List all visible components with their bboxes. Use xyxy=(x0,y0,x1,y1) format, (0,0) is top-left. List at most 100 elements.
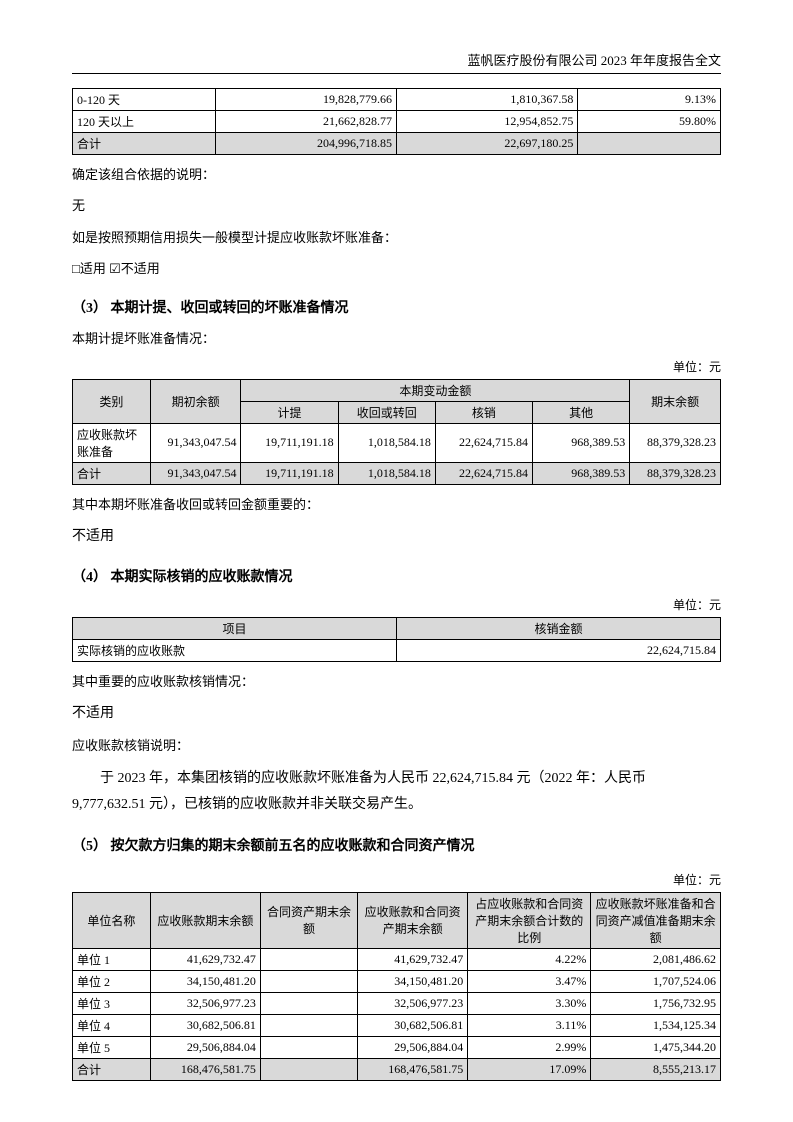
t2-c: 1,018,584.18 xyxy=(338,462,435,484)
t3-c: 22,624,715.84 xyxy=(397,639,721,661)
t2-c: 1,018,584.18 xyxy=(338,423,435,462)
t3-h: 项目 xyxy=(73,617,397,639)
t4-c xyxy=(260,1036,357,1058)
t4-h: 应收账款和合同资产期末余额 xyxy=(358,892,468,948)
t4-c: 2.99% xyxy=(468,1036,591,1058)
text: 其中重要的应收账款核销情况： xyxy=(72,670,721,693)
table-top5: 单位名称 应收账款期末余额 合同资产期末余额 应收账款和合同资产期末余额 占应收… xyxy=(72,892,721,1081)
t2-h: 收回或转回 xyxy=(338,401,435,423)
t4-c: 8,555,213.17 xyxy=(591,1058,721,1080)
text: 无 xyxy=(72,194,721,217)
t2-c: 22,624,715.84 xyxy=(435,423,532,462)
text: 不适用 xyxy=(72,524,721,549)
t4-c: 29,506,884.04 xyxy=(150,1036,260,1058)
t4-c: 30,682,506.81 xyxy=(150,1014,260,1036)
t1-c: 21,662,828.77 xyxy=(215,111,396,133)
text: 其中本期坏账准备收回或转回金额重要的： xyxy=(72,493,721,516)
t3-h: 核销金额 xyxy=(397,617,721,639)
t2-c: 88,379,328.23 xyxy=(630,462,721,484)
t4-h: 单位名称 xyxy=(73,892,151,948)
t2-h: 期末余额 xyxy=(630,379,721,423)
t1-c: 204,996,718.85 xyxy=(215,133,396,155)
t1-c: 22,697,180.25 xyxy=(396,133,577,155)
t2-h: 计提 xyxy=(241,401,338,423)
text: 确定该组合依据的说明： xyxy=(72,163,721,186)
t2-h: 其他 xyxy=(533,401,630,423)
t4-c: 3.11% xyxy=(468,1014,591,1036)
t4-h: 应收账款期末余额 xyxy=(150,892,260,948)
unit-label: 单位：元 xyxy=(72,596,721,613)
t1-c: 0-120 天 xyxy=(73,89,216,111)
t2-h: 期初余额 xyxy=(150,379,241,423)
t2-c: 91,343,047.54 xyxy=(150,462,241,484)
t4-c: 168,476,581.75 xyxy=(358,1058,468,1080)
t4-h: 应收账款坏账准备和合同资产减值准备期末余额 xyxy=(591,892,721,948)
t4-c: 32,506,977.23 xyxy=(150,992,260,1014)
t4-c: 1,756,732.95 xyxy=(591,992,721,1014)
t4-c: 32,506,977.23 xyxy=(358,992,468,1014)
t4-h: 合同资产期末余额 xyxy=(260,892,357,948)
unit-label: 单位：元 xyxy=(72,358,721,375)
t1-c: 9.13% xyxy=(578,89,721,111)
t2-c: 91,343,047.54 xyxy=(150,423,241,462)
t1-c: 59.80% xyxy=(578,111,721,133)
t3-c: 实际核销的应收账款 xyxy=(73,639,397,661)
table-bad-debt: 类别 期初余额 本期变动金额 期末余额 计提 收回或转回 核销 其他 应收账款坏… xyxy=(72,379,721,485)
text: 于 2023 年，本集团核销的应收账款坏账准备为人民币 22,624,715.8… xyxy=(72,766,721,819)
t2-h: 本期变动金额 xyxy=(241,379,630,401)
section-4-title: （4） 本期实际核销的应收账款情况 xyxy=(72,566,721,586)
t2-c: 合计 xyxy=(73,462,151,484)
t4-c xyxy=(260,1014,357,1036)
unit-label: 单位：元 xyxy=(72,871,721,888)
t4-c xyxy=(260,948,357,970)
t4-c: 1,707,524.06 xyxy=(591,970,721,992)
section-3-title: （3） 本期计提、收回或转回的坏账准备情况 xyxy=(72,297,721,317)
t2-c: 22,624,715.84 xyxy=(435,462,532,484)
t4-c: 41,629,732.47 xyxy=(358,948,468,970)
t4-c xyxy=(260,1058,357,1080)
t4-c: 单位 2 xyxy=(73,970,151,992)
t1-c: 合计 xyxy=(73,133,216,155)
t4-c: 单位 1 xyxy=(73,948,151,970)
t4-c: 单位 5 xyxy=(73,1036,151,1058)
t4-c: 30,682,506.81 xyxy=(358,1014,468,1036)
table-writeoff: 项目 核销金额 实际核销的应收账款 22,624,715.84 xyxy=(72,617,721,662)
text: 如是按照预期信用损失一般模型计提应收账款坏账准备： xyxy=(72,226,721,249)
t2-c: 968,389.53 xyxy=(533,423,630,462)
t4-c: 3.47% xyxy=(468,970,591,992)
t1-c: 19,828,779.66 xyxy=(215,89,396,111)
text: 本期计提坏账准备情况： xyxy=(72,327,721,350)
t2-h: 类别 xyxy=(73,379,151,423)
table-aging: 0-120 天 19,828,779.66 1,810,367.58 9.13%… xyxy=(72,88,721,155)
t2-c: 19,711,191.18 xyxy=(241,423,338,462)
t4-c: 34,150,481.20 xyxy=(150,970,260,992)
t4-c: 41,629,732.47 xyxy=(150,948,260,970)
t2-c: 88,379,328.23 xyxy=(630,423,721,462)
t2-c: 应收账款坏账准备 xyxy=(73,423,151,462)
t1-c: 1,810,367.58 xyxy=(396,89,577,111)
t1-c: 12,954,852.75 xyxy=(396,111,577,133)
t4-c: 2,081,486.62 xyxy=(591,948,721,970)
t4-c: 1,534,125.34 xyxy=(591,1014,721,1036)
t4-c: 168,476,581.75 xyxy=(150,1058,260,1080)
t2-c: 968,389.53 xyxy=(533,462,630,484)
t4-c: 单位 4 xyxy=(73,1014,151,1036)
t4-c: 1,475,344.20 xyxy=(591,1036,721,1058)
t4-c: 4.22% xyxy=(468,948,591,970)
t4-c: 17.09% xyxy=(468,1058,591,1080)
t1-c xyxy=(578,133,721,155)
t4-c xyxy=(260,992,357,1014)
t4-c xyxy=(260,970,357,992)
t4-c: 34,150,481.20 xyxy=(358,970,468,992)
t4-h: 占应收账款和合同资产期末余额合计数的比例 xyxy=(468,892,591,948)
page-header: 蓝帆医疗股份有限公司 2023 年年度报告全文 xyxy=(72,50,721,74)
t4-c: 合计 xyxy=(73,1058,151,1080)
text: 应收账款核销说明： xyxy=(72,734,721,757)
text: □适用 ☑不适用 xyxy=(72,257,721,280)
t4-c: 3.30% xyxy=(468,992,591,1014)
t4-c: 29,506,884.04 xyxy=(358,1036,468,1058)
t2-h: 核销 xyxy=(435,401,532,423)
t1-c: 120 天以上 xyxy=(73,111,216,133)
t4-c: 单位 3 xyxy=(73,992,151,1014)
section-5-title: （5） 按欠款方归集的期末余额前五名的应收账款和合同资产情况 xyxy=(72,835,721,855)
